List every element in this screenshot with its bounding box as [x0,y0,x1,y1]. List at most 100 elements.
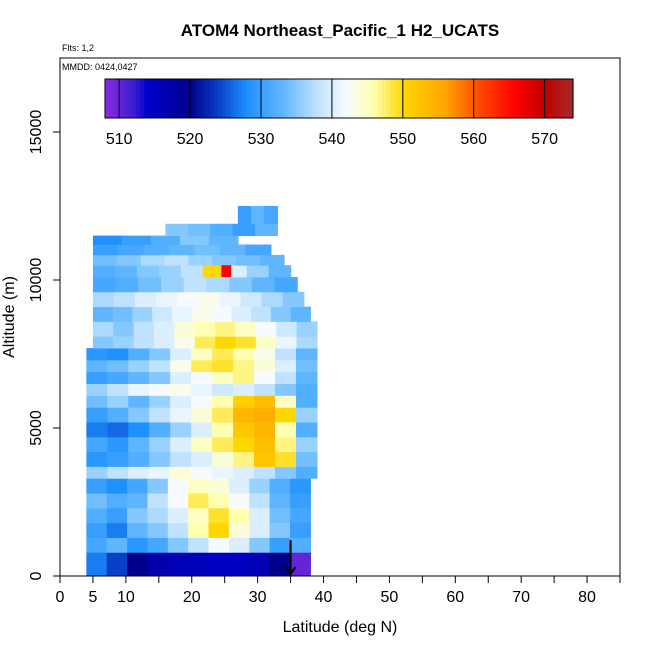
heatmap-cell [140,254,166,266]
x-tick-label: 70 [512,589,530,606]
heatmap-cell [161,277,185,293]
heatmap-cell [289,522,311,538]
heatmap-cell [147,478,169,494]
x-tick-label: 40 [315,589,333,606]
heatmap-cell [118,244,145,256]
heatmap-cell [233,395,255,408]
heatmap-cell [167,493,189,509]
heatmap-cell [128,348,150,361]
heatmap-cell [212,383,234,396]
heatmap-cell [106,493,128,509]
heatmap-cell [167,522,189,538]
heatmap-cell [233,422,255,438]
heatmap-cell [254,348,276,361]
heatmap-cell [269,537,291,553]
colorbar-tick-label: 550 [389,131,416,148]
colorbar-tick-label: 510 [106,131,133,148]
heatmap-cell [251,206,265,225]
heatmap-cell [150,235,181,245]
heatmap-cell [174,336,196,349]
heatmap-cell [188,478,210,494]
heatmap-cell [289,493,311,509]
y-axis: 0 5000 10000 15000 [28,110,60,580]
heatmap-cell [208,235,239,245]
heatmap-cell [169,244,196,256]
heatmap-cell [188,537,210,553]
heatmap-cell [86,537,108,553]
heatmap-cell [212,348,234,361]
heatmap-cell [191,451,213,467]
heatmap-cell [249,537,271,553]
heatmap-cell [158,265,182,278]
heatmap-cell [143,244,170,256]
x-tick-label: 20 [183,589,201,606]
heatmap-cell [106,537,128,553]
heatmap-cell [289,552,311,577]
heatmap-cell [128,436,150,453]
heatmap-cell [106,552,128,577]
heatmap-cell [149,383,171,396]
y-tick-label: 10000 [28,258,45,303]
heatmap-cell [254,451,276,467]
heatmap-cell [212,395,234,408]
x-axis: 0 5 10 20 30 40 50 60 70 80 [56,576,621,606]
heatmap-cell [128,451,150,467]
heatmap-cell [255,321,277,337]
heatmap-cell [194,321,216,337]
heatmap-cell [115,277,139,293]
heatmap-cell [269,552,291,577]
heatmap-cell [86,552,108,577]
heatmap-cell [170,383,192,396]
heatmap-cell [254,371,276,384]
heatmap-cell [212,359,234,373]
heatmap-cell [233,348,255,361]
heatmap-cell [107,359,129,373]
heatmap-cell [228,478,250,494]
heatmap-cell [191,359,213,373]
heatmap-cell [133,336,155,349]
heatmap-cell [183,277,207,293]
x-tick-label: 10 [117,589,135,606]
flights-label: Flts: 1,2 [62,43,94,53]
heatmap-cell [128,383,150,396]
heatmap-cell [107,407,129,423]
heatmap-cell [254,383,276,396]
heatmap-cell [233,383,255,396]
heatmap-cell [170,348,192,361]
heatmap-cell [228,507,250,524]
heatmap-cell [116,254,142,266]
heatmap-cell [154,336,175,349]
heatmap-cell [282,291,305,308]
colorbar-tick-label: 520 [177,131,204,148]
heatmap-cell [149,466,171,479]
heatmap-cell [86,436,108,453]
heatmap-cell [107,348,129,361]
heatmap-cell [106,522,128,538]
heatmap-cell [212,371,234,384]
heatmap-cell [212,451,234,467]
heatmap-cell [251,306,272,322]
colorbar-tick-label: 540 [319,131,346,148]
heatmap-cell [86,507,108,524]
heatmap-cell [232,223,256,236]
heatmap-cell [295,383,318,396]
heatmap-cell [191,383,213,396]
heatmap-cell [275,348,297,361]
heatmap-cell [172,306,193,322]
heatmap-cell [174,321,196,337]
heatmap-cell [86,371,108,384]
heatmap-cell [127,552,149,577]
heatmap-cell [86,478,108,494]
heatmap-cell [215,336,237,349]
heatmap-cell [149,407,171,423]
heatmap-cell [188,522,210,538]
heatmap-cell [212,407,234,423]
heatmap-cell [269,478,291,494]
heatmap-cell [114,291,136,308]
colorbar-tick-label: 530 [248,131,275,148]
heatmap-cell [188,254,213,266]
heatmap-cell [170,422,192,438]
heatmap-cell [132,306,153,322]
heatmap-cell [275,466,297,479]
heatmap-cell [233,466,255,479]
